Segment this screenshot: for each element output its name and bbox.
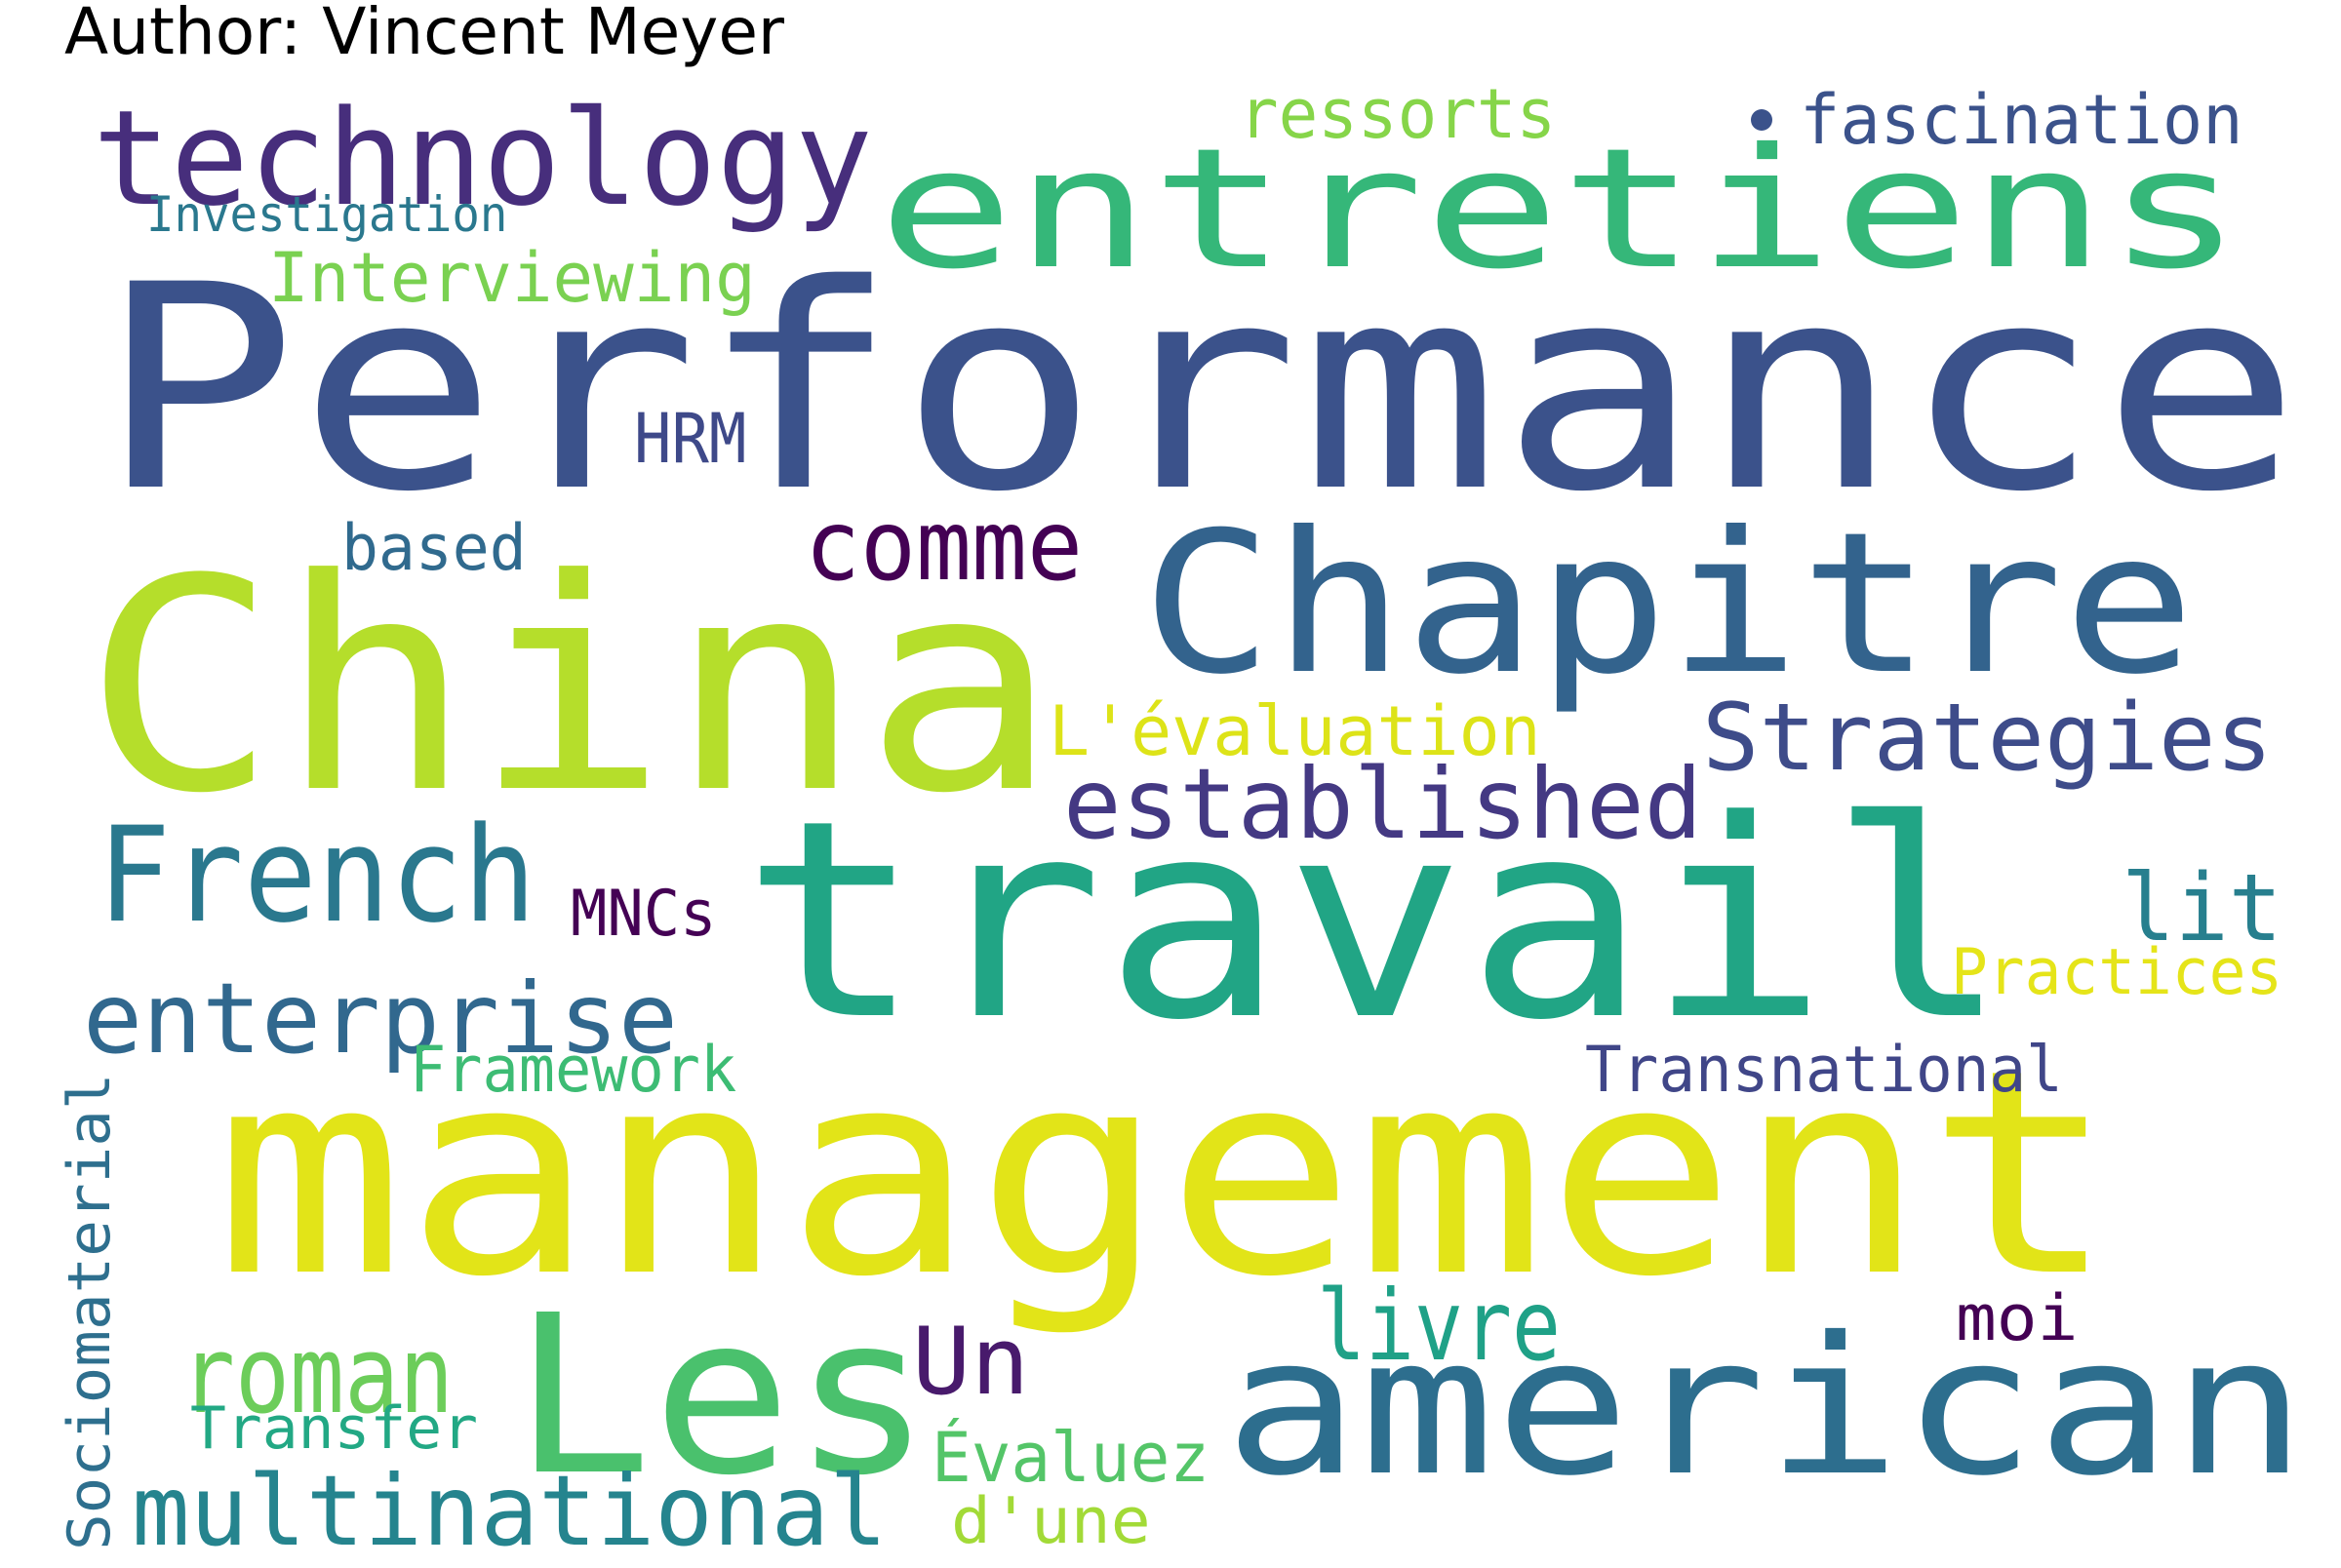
word-dune: d'une [951,1485,1151,1558]
word-management: management [215,1010,2117,1339]
word-multinational: multinational [132,1454,888,1568]
word-les: Les [512,1269,932,1524]
word-mncs: MNCs [571,878,717,951]
word-based: based [341,512,527,585]
word-lit: lit [2122,855,2282,962]
dot-mark [1751,109,1772,131]
word-strategies: Strategies [1702,685,2273,792]
word-fascination: fascination [1800,80,2243,160]
word-performance: Performance [98,225,2302,554]
word-moi: moi [1956,1282,2079,1355]
word-practices: Practices [1951,936,2283,1009]
word-investigation: Investigation [146,186,508,243]
word-levaluation: L'évaluation [1049,691,1541,771]
word-established: established [1063,747,1703,861]
word-ressorts: ressorts [1239,74,1557,154]
word-travail: travail [741,763,2010,1080]
word-roman: roman [180,1313,455,1437]
word-china: China [83,517,1059,857]
word-enterprise: enterprise [83,961,679,1076]
word-sociomaterial: Sociomaterial [56,1073,124,1550]
word-hrm: HRM [634,399,747,479]
word-interviewing: Interviewing [268,238,756,318]
word-evaluez: Évaluez [932,1418,1210,1498]
word-framework: Framework [410,1034,737,1107]
word-comme: comme [805,489,1084,603]
word-entretiens: entretiens [878,113,2243,306]
word-technology: technology [93,82,873,235]
word-chapitre: Chapitre [1141,490,2196,718]
word-transfer: Transfer [190,1394,478,1463]
word-american: american [1224,1296,2308,1517]
word-transnational: Transnational [1585,1034,2063,1107]
author-label: Author: Vincent Meyer [64,0,785,69]
word-french: French [98,799,536,952]
word-livre: livre [1317,1269,1562,1383]
word-un: Un [912,1309,1030,1416]
